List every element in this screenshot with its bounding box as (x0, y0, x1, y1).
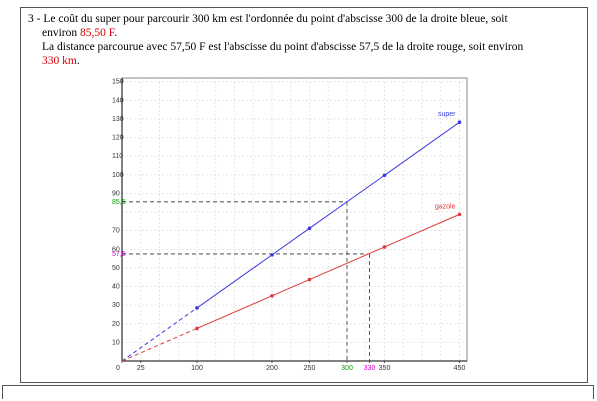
series-super-label: super (438, 111, 456, 118)
y-tick-label: 70 (112, 228, 120, 235)
y-tick-label: 30 (112, 302, 120, 309)
answer-text: 3 - Le coût du super pour parcourir 300 … (28, 12, 580, 68)
x-tick-label: 350 (379, 365, 391, 372)
y-tick-label: 85,5 (112, 199, 126, 206)
answer-line-1: 3 - Le coût du super pour parcourir 300 … (28, 13, 508, 25)
series-gazole-point (195, 326, 199, 331)
series-super-extension (121, 307, 198, 362)
plot-area (121, 77, 468, 362)
cost-distance-chart: 0 25 100 200 250 300 330 350 450 10 20 30 40 50 57,560… (112, 77, 468, 372)
answer-line-2-suffix: . (114, 27, 118, 39)
y-tick-label: 130 (112, 116, 124, 123)
series-gazole-point (307, 277, 312, 282)
chart: 0 25 100 200 250 300 330 350 450 10 20 30 40 50 57,5 60… (112, 74, 472, 379)
y-tick-label: 90 (112, 190, 120, 197)
series-gazole-point (457, 212, 462, 217)
y-tick-label: 60 (112, 246, 120, 253)
y-tick-label: 140 (112, 97, 124, 104)
exercise-frame (20, 7, 588, 383)
series-super-point (307, 226, 312, 231)
x-tick-label: 100 (191, 365, 203, 372)
y-tick-label: 20 (112, 321, 120, 328)
series-gazole-point (270, 294, 274, 298)
x-tick-label: 250 (304, 365, 316, 372)
answer-line-2-prefix: environ (42, 27, 81, 39)
gazole-distance-value: 330 km (42, 55, 77, 67)
x-tick-label: 200 (266, 365, 278, 372)
y-tick-label: 40 (112, 284, 120, 291)
y-tick-label: 110 (112, 153, 123, 160)
y-tick-label: 100 (112, 172, 124, 179)
y-tick-label: 150 (112, 79, 124, 86)
y-tick-label: 10 (112, 339, 120, 346)
series-super-point (195, 306, 199, 310)
answer-line-4-suffix: . (76, 55, 80, 67)
next-frame (2, 385, 594, 399)
x-tick-label: 330 (364, 365, 376, 372)
series-super-point (270, 253, 274, 257)
series-super-point (382, 173, 387, 178)
answer-line-3: La distance parcourue avec 57,50 F est l… (42, 41, 524, 53)
x-tick-label: 300 (341, 365, 353, 372)
answer-line-2: environ 85,50 F. (28, 26, 580, 40)
series-gazole-label: gazole (435, 203, 456, 210)
answer-line-4: 330 km. (28, 54, 580, 68)
y-tick-label: 120 (112, 135, 124, 142)
x-tick-label: 25 (137, 365, 145, 372)
x-tick-label: 0 (116, 365, 120, 372)
y-tick-label: 50 (112, 265, 120, 272)
x-tick-label: 450 (454, 365, 466, 372)
series-super-point (457, 120, 462, 125)
series-gazole-point (382, 245, 387, 249)
super-cost-value: 85,50 F (80, 27, 115, 39)
y-tick-label: 57,5 (112, 251, 126, 258)
